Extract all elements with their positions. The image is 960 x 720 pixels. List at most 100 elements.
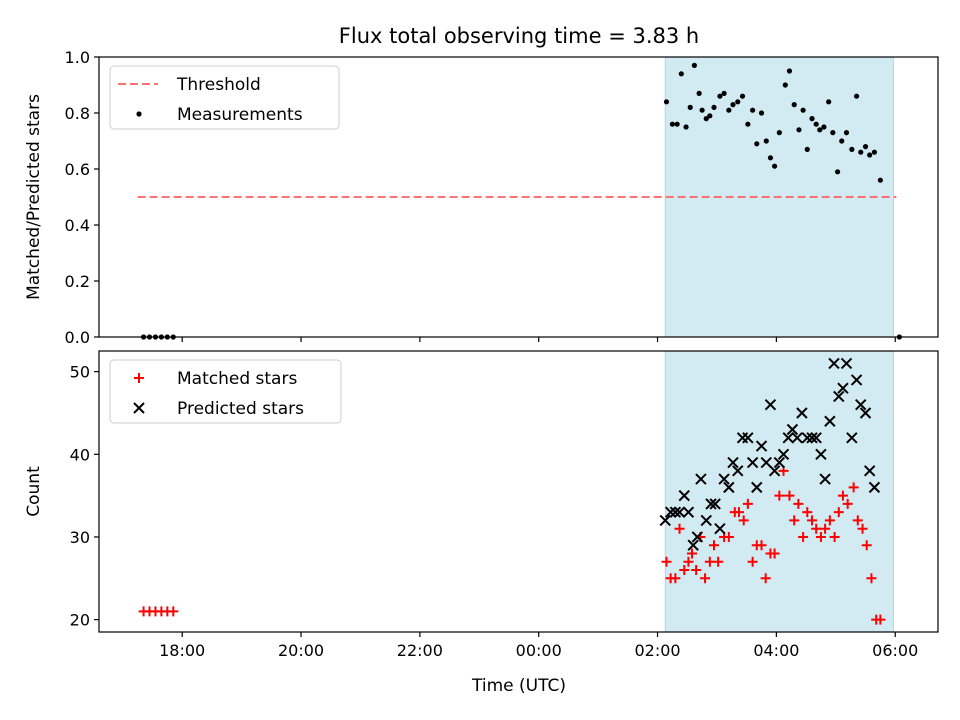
predicted-point	[732, 465, 744, 477]
y-tick-label: 0.8	[65, 104, 90, 123]
y-tick-label: 50	[70, 363, 90, 382]
measurement-point	[717, 93, 723, 99]
matched-point	[789, 515, 800, 526]
predicted-point	[859, 407, 872, 419]
legend-measurement-marker	[136, 111, 142, 117]
matched-point	[769, 548, 780, 559]
predicted-point	[695, 473, 707, 485]
matched-point	[798, 531, 809, 542]
matched-point	[848, 482, 859, 493]
measurement-point	[800, 107, 806, 113]
matched-point	[837, 490, 848, 501]
matched-point	[774, 490, 785, 501]
predicted-point	[659, 514, 671, 527]
legend-predicted-marker	[133, 402, 145, 414]
measurement-point	[699, 107, 705, 113]
measurement-point	[750, 107, 756, 113]
matched-point	[742, 498, 753, 509]
measurement-point	[730, 102, 736, 108]
matched-point	[807, 515, 818, 526]
measurement-point	[691, 62, 697, 68]
legend-matched-marker	[134, 373, 144, 383]
matched-point	[820, 523, 831, 534]
matched-point	[708, 540, 719, 551]
predicted-point	[669, 506, 682, 518]
measurement-point	[871, 149, 878, 155]
measurement-point	[726, 107, 732, 113]
top-legend: Threshold Measurements	[109, 65, 340, 130]
matched-point	[723, 531, 734, 542]
measurement-point	[674, 121, 680, 127]
y-tick-label: 20	[70, 611, 90, 630]
measurement-point	[707, 113, 713, 119]
predicted-point	[768, 465, 781, 477]
predicted-point	[815, 448, 827, 461]
predicted-point	[840, 357, 853, 370]
matched-point	[802, 507, 813, 518]
measurement-point	[763, 138, 769, 144]
predicted-point	[791, 432, 803, 444]
measurement-point	[678, 71, 684, 77]
predicted-point	[687, 539, 699, 551]
measurement-point	[663, 99, 670, 105]
top-y-axis-label: Matched/Predicted stars	[24, 94, 44, 300]
x-tick-label: 06:00	[872, 641, 918, 660]
x-axis-label: Time (UTC)	[471, 676, 566, 696]
matched-point	[811, 523, 822, 534]
predicted-point	[705, 498, 717, 510]
measurement-point	[839, 138, 845, 144]
matched-point	[861, 540, 872, 551]
predicted-point	[742, 432, 754, 444]
y-tick-label: 0.2	[65, 272, 90, 291]
legend-box	[109, 65, 340, 130]
matched-point	[852, 515, 863, 526]
matched-point	[784, 490, 795, 501]
predicted-point	[786, 423, 799, 436]
measurement-point	[804, 146, 810, 152]
measurement-point	[782, 82, 788, 88]
predicted-point	[863, 465, 876, 477]
predicted-point	[714, 522, 726, 535]
predicted-point	[801, 432, 813, 444]
matched-point	[833, 507, 844, 518]
measurement-point	[791, 102, 797, 108]
x-tick-label: 02:00	[634, 641, 680, 660]
measurement-point	[687, 104, 693, 110]
matched-point	[674, 523, 685, 534]
x-tick-label: 22:00	[397, 641, 443, 660]
measurement-point	[796, 127, 802, 133]
matched-point	[168, 606, 179, 617]
predicted-point	[723, 481, 735, 494]
predicted-point	[855, 399, 867, 411]
measurement-point	[821, 124, 827, 130]
measurement-point	[771, 163, 778, 169]
predicted-point	[810, 432, 822, 444]
legend-label: Measurements	[177, 105, 303, 125]
x-tick-label: 20:00	[278, 641, 324, 660]
predicted-point	[673, 506, 686, 518]
measurement-point	[843, 130, 850, 136]
measurement-point	[834, 169, 841, 175]
matched-point	[670, 573, 681, 584]
x-tick-label: 18:00	[159, 641, 205, 660]
predicted-point	[751, 481, 763, 494]
matched-point	[866, 573, 877, 584]
chart-title: Flux total observing time = 3.83 h	[339, 24, 699, 48]
series-measurements	[140, 62, 902, 340]
matched-point	[691, 565, 702, 576]
measurement-point	[758, 110, 765, 116]
measurement-point	[786, 68, 793, 74]
y-tick-label: 40	[70, 445, 90, 464]
y-tick-label: 1.0	[65, 48, 90, 67]
predicted-point	[796, 407, 808, 419]
measurement-point	[696, 90, 702, 96]
predicted-point	[773, 456, 786, 469]
matched-point	[829, 531, 840, 542]
predicted-point	[700, 514, 712, 527]
matched-point	[760, 573, 771, 584]
measurement-point	[826, 99, 832, 105]
measurement-point	[813, 121, 819, 127]
legend-label: Predicted stars	[177, 399, 304, 419]
measurement-point	[711, 104, 717, 110]
matched-point	[687, 548, 698, 559]
